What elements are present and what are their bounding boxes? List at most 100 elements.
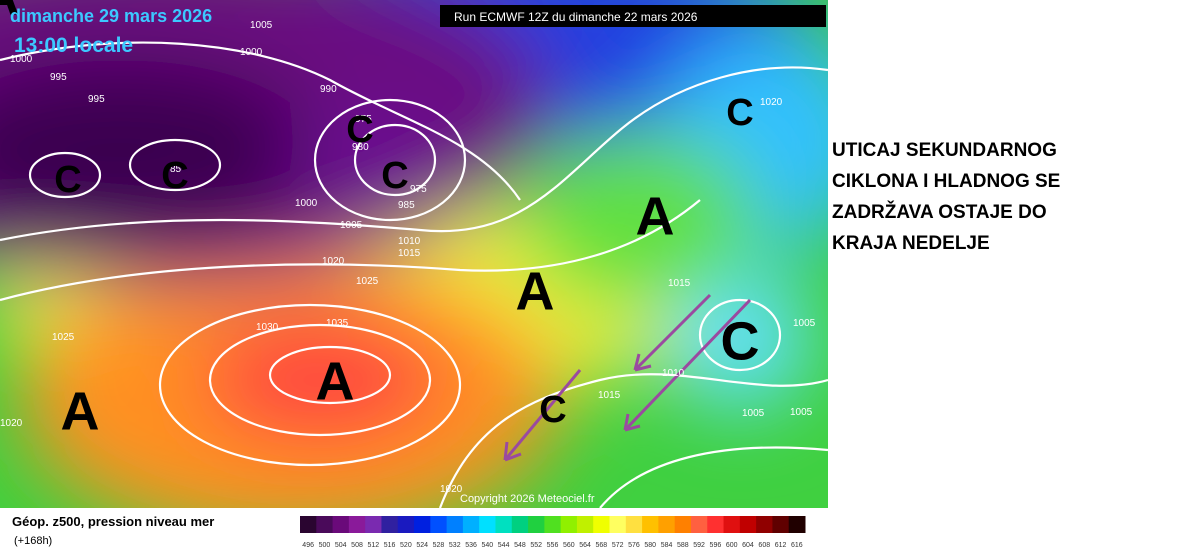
isobar-label: 1030 — [256, 322, 279, 333]
colorbar-label: 528 — [433, 542, 445, 549]
colorbar-label: 612 — [775, 542, 787, 549]
colorbar-label: 548 — [514, 542, 526, 549]
run-box — [440, 5, 826, 27]
colorbar-cell — [348, 516, 366, 533]
isobar-label: 1000 — [10, 54, 33, 65]
colorbar-cell — [690, 516, 708, 533]
colorbar-cell — [723, 516, 741, 533]
isobar-label: 1025 — [52, 332, 75, 343]
pressure-center: A — [516, 261, 555, 321]
colorbar-label: 608 — [758, 542, 770, 549]
annotation-line: UTICAJ SEKUNDARNOG — [832, 140, 1057, 161]
colorbar-label: 536 — [465, 542, 477, 549]
pressure-center: C — [346, 109, 373, 151]
colorbar-label: 604 — [742, 542, 754, 549]
colorbar-label: 520 — [400, 542, 412, 549]
colorbar-cell — [625, 516, 643, 533]
isobar-label: 975 — [355, 114, 372, 125]
copyright: Copyright 2026 Meteociel.fr — [460, 493, 595, 505]
colorbar-cell — [609, 516, 627, 533]
colorbar-cell — [316, 516, 334, 533]
colorbar-cell — [576, 516, 594, 533]
colorbar-label: 576 — [628, 542, 640, 549]
pressure-center: A — [636, 186, 675, 246]
pressure-center: A — [61, 381, 100, 441]
isobar-label: 1005 — [742, 408, 765, 419]
isobar-label: 995 — [88, 94, 105, 105]
time: 13:00 locale — [14, 34, 133, 57]
colorbar-cell — [446, 516, 464, 533]
colorbar-label: 516 — [384, 542, 396, 549]
colorbar-label: 600 — [726, 542, 738, 549]
isobar-label: 980 — [352, 142, 369, 153]
pressure-center: C — [539, 389, 566, 431]
colorbar-label: 616 — [791, 542, 803, 549]
run: Run ECMWF 12Z du dimanche 22 mars 2026 — [454, 10, 698, 24]
pressure-center: C — [161, 155, 188, 197]
colorbar-cell — [674, 516, 692, 533]
isobar-label: 1035 — [326, 318, 349, 329]
colorbar-label: 592 — [693, 542, 705, 549]
isobar-label: 85 — [170, 164, 182, 175]
colorbar-label: 500 — [319, 542, 331, 549]
annotation-line: KRAJA NEDELJE — [832, 233, 990, 254]
date: dimanche 29 mars 2026 — [10, 6, 212, 26]
pressure-center: A — [0, 0, 20, 26]
isobar-label: 1020 — [0, 418, 23, 429]
colorbar-label: 580 — [644, 542, 656, 549]
colorbar-label: 508 — [351, 542, 363, 549]
colorbar-label: 560 — [563, 542, 575, 549]
isobar-label: 1015 — [668, 278, 691, 289]
colorbar-cell — [756, 516, 773, 533]
isobar-label: 1020 — [322, 256, 345, 267]
isobar-label: 1005 — [250, 20, 273, 31]
colorbar-cell — [365, 516, 382, 533]
colorbar-cell — [381, 516, 399, 533]
isobar-label: 1005 — [340, 220, 363, 231]
colorbar-label: 556 — [547, 542, 559, 549]
colorbar-cell — [397, 516, 415, 533]
colorbar-label: 568 — [596, 542, 608, 549]
colorbar-cell — [739, 516, 757, 533]
map: Copyright 2026 Meteociel.fr 1005 1000 1000… — [0, 0, 828, 508]
isobar-label: 1015 — [398, 248, 421, 259]
colorbar-cell — [462, 516, 480, 533]
isobar-label: 1020 — [440, 484, 463, 495]
colorbar-label: 584 — [661, 542, 673, 549]
colorbar-cell — [332, 516, 350, 533]
isobar-label: 1020 — [760, 97, 783, 108]
colorbar-cell — [430, 516, 448, 533]
colorbar-cell — [479, 516, 496, 533]
isobar-label: 1010 — [662, 368, 685, 379]
isobar-label: 1010 — [398, 236, 421, 247]
legend-title: Géop. z500, pression niveau mer — [12, 514, 214, 529]
colorbar-label: 544 — [498, 542, 510, 549]
colorbar-cell — [560, 516, 578, 533]
colorbar-cell — [528, 516, 545, 533]
colorbar-label: 588 — [677, 542, 689, 549]
annotation-line: CIKLONA I HLADNOG SE — [832, 171, 1060, 192]
colorbar-label: 596 — [710, 542, 722, 549]
isobar-label: 1025 — [356, 276, 379, 287]
isobar-label: 975 — [410, 184, 427, 195]
colorbar-cell — [658, 516, 676, 533]
isobar-label: 995 — [50, 72, 67, 83]
colorbar-label: 504 — [335, 542, 347, 549]
colorbar-cell — [414, 516, 431, 533]
colorbar-label: 512 — [367, 542, 379, 549]
colorbar-cell — [511, 516, 529, 533]
colorbar-cell — [707, 516, 725, 533]
colorbar-cell — [593, 516, 611, 533]
colorbar-label: 532 — [449, 542, 461, 549]
colorbar-label: 540 — [481, 542, 493, 549]
colorbar-cell — [300, 516, 317, 533]
isobar-label: 1005 — [793, 318, 816, 329]
colorbar-cell — [772, 516, 790, 533]
colorbar-cell — [544, 516, 562, 533]
isobar-label: 990 — [320, 84, 337, 95]
isobar-label: 1015 — [598, 390, 621, 401]
isobar-label: 985 — [398, 200, 415, 211]
isobar-label: 1000 — [295, 198, 318, 209]
pressure-center: C — [721, 311, 760, 371]
